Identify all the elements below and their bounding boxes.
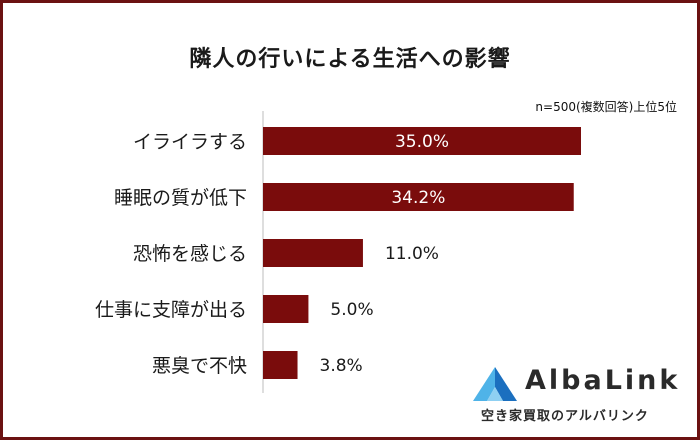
category-label: 悪臭で不快 — [152, 355, 247, 377]
category-label: イライラする — [133, 131, 247, 153]
brand-name: AlbaLink — [525, 365, 681, 396]
albalink-logo: AlbaLink 空き家買取のアルバリンク — [473, 365, 683, 427]
bar — [263, 239, 363, 267]
value-label: 35.0% — [395, 132, 449, 152]
chart-title: 隣人の行いによる生活への影響 — [189, 47, 511, 72]
category-label: 睡眠の質が低下 — [114, 187, 247, 209]
bar — [263, 295, 309, 323]
sample-note: n=500(複数回答)上位5位 — [535, 100, 677, 114]
bar — [263, 127, 581, 155]
value-label: 5.0% — [330, 300, 373, 320]
category-label: 仕事に支障が出る — [95, 299, 247, 321]
value-label: 34.2% — [391, 188, 445, 208]
bar — [263, 351, 298, 379]
category-label: 恐怖を感じる — [133, 243, 247, 265]
value-label: 3.8% — [320, 356, 363, 376]
bar — [263, 183, 574, 211]
brand-tagline: 空き家買取のアルバリンク — [481, 409, 649, 424]
bar-chart: イライラする 35.0% 睡眠の質が低下 34.2% 恐怖を感じる 11.0% 仕事に支障が… — [95, 111, 581, 393]
albalink-mark-icon — [473, 367, 517, 401]
value-label: 11.0% — [385, 244, 439, 264]
